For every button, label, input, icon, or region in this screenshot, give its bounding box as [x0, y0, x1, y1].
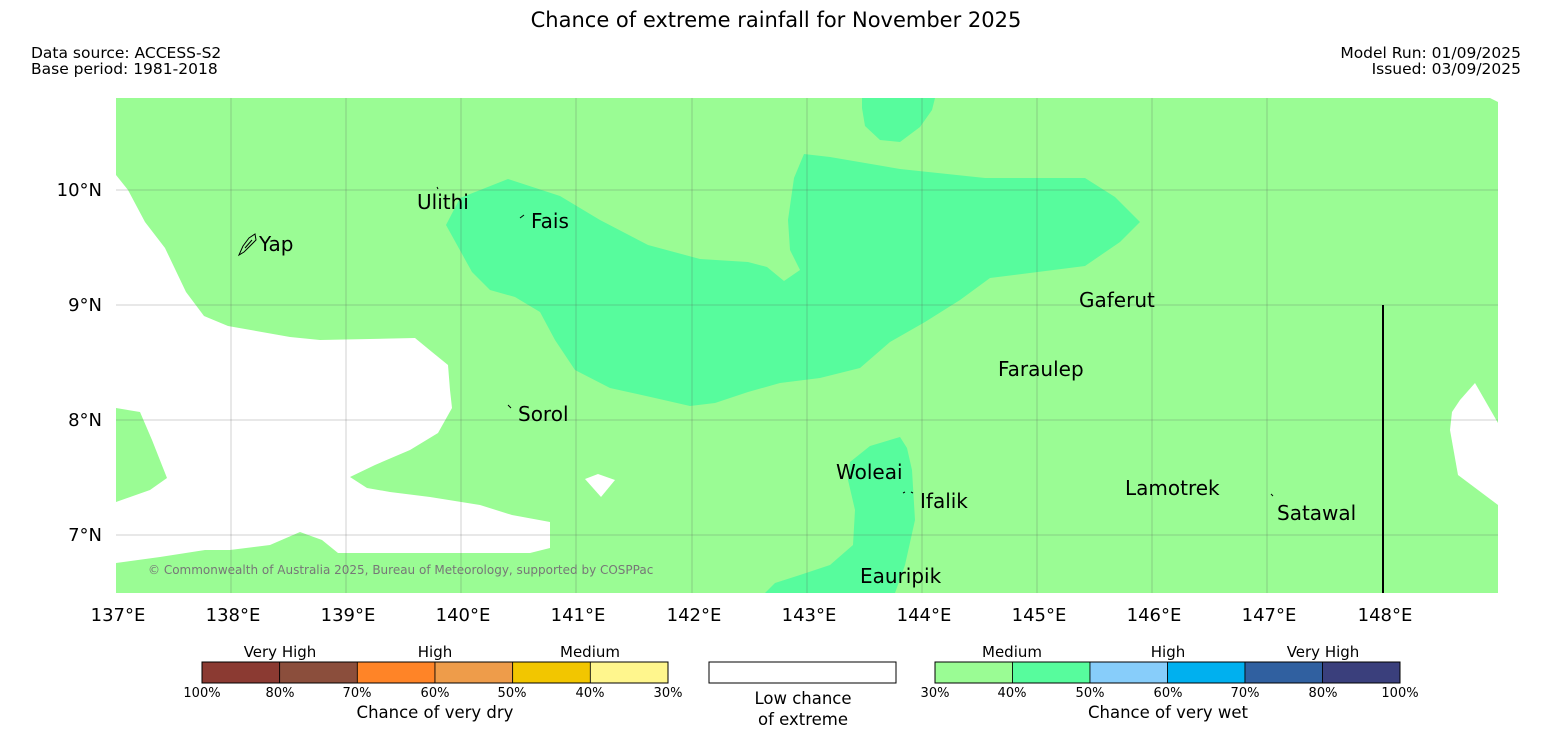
legend-wet-swatch — [934, 661, 1013, 684]
legend-wet-swatch — [1167, 661, 1246, 684]
place-label-woleai: Woleai — [836, 460, 903, 484]
lon-tick-label: 137°E — [91, 605, 146, 626]
base-period-text: Base period: 1981-2018 — [31, 60, 218, 78]
legend-dry-swatches — [201, 661, 669, 684]
model-run-text: Model Run: 01/09/2025 — [1340, 44, 1521, 62]
yap-island-outline — [237, 233, 257, 257]
place-label-fais: Fais — [531, 209, 569, 233]
legend-wet-tick: 70% — [1231, 686, 1260, 701]
legend-wet-tick: 40% — [998, 686, 1027, 701]
place-label-ulithi: Ulithi — [417, 190, 469, 214]
lon-tick-label: 144°E — [897, 605, 952, 626]
legend-dry-tick: 60% — [421, 686, 450, 701]
wet-40-50-main — [446, 154, 1140, 406]
legend-wet-group-label: High — [1151, 643, 1185, 661]
legend-dry-swatch — [512, 661, 591, 684]
run-info: Model Run: 01/09/2025 Issued: 03/09/2025 — [1340, 45, 1521, 77]
lon-tick-label: 146°E — [1127, 605, 1182, 626]
lon-tick-label: 147°E — [1242, 605, 1297, 626]
lat-tick-label: 7°N — [68, 525, 102, 546]
low-chance-corner — [1490, 98, 1498, 102]
issued-text: Issued: 03/09/2025 — [1371, 60, 1521, 78]
place-labels: Ulithi Fais Yap Gaferut Faraulep Sorol W… — [258, 190, 1356, 588]
legend-wet-tick: 60% — [1154, 686, 1183, 701]
legend-dry-tick: 100% — [183, 686, 220, 701]
lon-tick-label: 143°E — [782, 605, 837, 626]
legend-wet-swatch — [1089, 661, 1168, 684]
lon-tick-label: 148°E — [1358, 605, 1413, 626]
legend-dry-group-label: Very High — [244, 643, 317, 661]
island-marks — [237, 186, 1274, 497]
low-chance-islet — [116, 408, 167, 502]
low-chance-spot — [585, 474, 615, 497]
legend-dry-swatch — [589, 661, 669, 684]
place-label-lamotrek: Lamotrek — [1125, 476, 1220, 500]
lon-tick-label: 140°E — [436, 605, 491, 626]
place-label-ifalik: Ifalik — [920, 489, 968, 513]
lon-tick-labels: 137°E 138°E 139°E 140°E 141°E 142°E 143°… — [91, 605, 1413, 626]
legend-low-line1: Low chance — [754, 689, 851, 708]
legend-wet-group-label: Very High — [1287, 643, 1360, 661]
legend-dry-group-label: High — [418, 643, 452, 661]
data-info: Data source: ACCESS-S2 Base period: 1981… — [31, 45, 221, 77]
lat-tick-labels: 10°N 9°N 8°N 7°N — [57, 180, 102, 546]
data-source-text: Data source: ACCESS-S2 — [31, 44, 222, 62]
place-label-yap: Yap — [258, 232, 293, 256]
legend-dry-tick: 40% — [576, 686, 605, 701]
place-label-faraulep: Faraulep — [998, 357, 1084, 381]
legend-wet-swatch — [1322, 661, 1401, 684]
legend-wet-tick: 50% — [1076, 686, 1105, 701]
legend-dry-caption: Chance of very dry — [357, 703, 514, 722]
place-label-gaferut: Gaferut — [1079, 288, 1155, 312]
place-label-sorol: Sorol — [518, 402, 569, 426]
legend-wet-swatch — [1244, 661, 1323, 684]
lon-tick-label: 142°E — [667, 605, 722, 626]
copyright-text: © Commonwealth of Australia 2025, Bureau… — [148, 563, 653, 577]
legend-wet-group-label: Medium — [982, 643, 1042, 661]
legend-dry: Very High High Medium 100% 80% 70% 60% 5… — [183, 643, 682, 722]
map-area: © Commonwealth of Australia 2025, Bureau… — [116, 98, 1498, 593]
low-chance-region-east — [1450, 383, 1498, 505]
lon-tick-label: 138°E — [206, 605, 261, 626]
legend-dry-tick: 80% — [266, 686, 295, 701]
legend-dry-swatch — [434, 661, 514, 684]
legend-dry-swatch — [201, 661, 281, 684]
legend-wet: Medium High Very High 30% 40% 50% 60% 70… — [921, 643, 1419, 722]
legend-dry-group-label: Medium — [560, 643, 620, 661]
place-label-eauripik: Eauripik — [860, 564, 942, 588]
legend-dry-tick: 50% — [498, 686, 527, 701]
gridlines — [116, 98, 1498, 593]
legend-wet-tick: 30% — [921, 686, 950, 701]
lon-tick-label: 145°E — [1012, 605, 1067, 626]
legend-dry-tick: 70% — [343, 686, 372, 701]
legend-wet-tick: 80% — [1309, 686, 1338, 701]
lat-tick-label: 10°N — [57, 180, 102, 201]
wet-40-50-south — [765, 437, 915, 593]
legend-wet-tick: 100% — [1381, 686, 1418, 701]
place-label-satawal: Satawal — [1277, 501, 1356, 525]
legend-low-chance-swatch — [708, 661, 897, 684]
low-chance-region-west — [116, 175, 550, 563]
legend-wet-swatches — [934, 661, 1401, 684]
lat-tick-label: 8°N — [68, 410, 102, 431]
lat-tick-label: 9°N — [68, 295, 102, 316]
lon-tick-label: 139°E — [321, 605, 376, 626]
legend-wet-swatch — [1012, 661, 1091, 684]
legend-low-line2: of extreme — [758, 710, 848, 729]
legend-dry-swatch — [279, 661, 358, 684]
legend-dry-tick: 30% — [654, 686, 683, 701]
legend-wet-caption: Chance of very wet — [1088, 703, 1249, 722]
legend-dry-swatch — [356, 661, 436, 684]
wet-40-50-north — [862, 98, 935, 142]
lon-tick-label: 141°E — [551, 605, 606, 626]
map-title: Chance of extreme rainfall for November … — [530, 8, 1022, 32]
legend-low-chance: Low chance of extreme — [708, 661, 897, 729]
